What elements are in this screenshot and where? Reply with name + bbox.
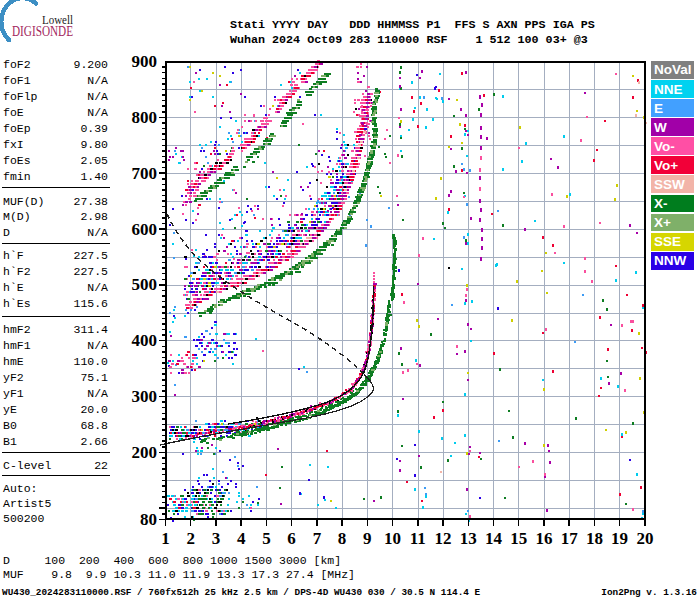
svg-text:2.98: 2.98 (80, 210, 108, 223)
svg-text:4: 4 (237, 529, 246, 548)
svg-text:Vo-: Vo- (654, 139, 675, 154)
svg-text:10: 10 (384, 529, 401, 548)
svg-text:1.40: 1.40 (80, 170, 108, 183)
svg-text:DIGISONDE: DIGISONDE (12, 24, 73, 39)
svg-text:75.1: 75.1 (80, 371, 108, 384)
svg-text:B1: B1 (3, 435, 17, 448)
svg-text:Wuhan 2024 Oct09 283 110000 RS: Wuhan 2024 Oct09 283 110000 RSF 1 512 10… (230, 33, 588, 47)
svg-text:700: 700 (132, 164, 158, 183)
svg-text:yF2: yF2 (3, 371, 24, 384)
svg-text:2.66: 2.66 (80, 435, 108, 448)
svg-text:fxI: fxI (3, 138, 24, 151)
svg-text:WU430_2024283110000.RSF / 760f: WU430_2024283110000.RSF / 760fx512h 25 k… (2, 587, 481, 598)
svg-text:400: 400 (132, 331, 158, 350)
svg-text:MUF 9.8 9.9 10.3 11.0 11.9: MUF 9.8 9.9 10.3 11.0 11.9 13.3 17.3 27.… (3, 568, 355, 581)
svg-text:Vo+: Vo+ (654, 158, 678, 173)
svg-text:hmE: hmE (3, 355, 24, 368)
svg-text:22: 22 (94, 459, 108, 472)
svg-text:600: 600 (132, 220, 158, 239)
svg-text:N/A: N/A (87, 226, 108, 239)
svg-text:h`F2: h`F2 (3, 265, 31, 278)
svg-text:h`E: h`E (3, 281, 24, 294)
svg-text:8: 8 (338, 529, 347, 548)
svg-text:7: 7 (313, 529, 322, 548)
svg-text:X+: X+ (654, 215, 671, 230)
svg-text:68.8: 68.8 (80, 419, 108, 432)
svg-text:N/A: N/A (87, 90, 108, 103)
svg-text:Artist5: Artist5 (3, 497, 51, 510)
svg-text:115.6: 115.6 (73, 297, 108, 310)
svg-text:800: 800 (132, 108, 158, 127)
svg-text:NNE: NNE (654, 82, 683, 97)
svg-text:1: 1 (161, 529, 170, 548)
svg-text:hmF2: hmF2 (3, 323, 31, 336)
svg-text:D: D (3, 226, 10, 239)
svg-text:6: 6 (287, 529, 296, 548)
svg-text:N/A: N/A (87, 106, 108, 119)
svg-text:9.200: 9.200 (73, 58, 108, 71)
svg-text:NNW: NNW (654, 253, 686, 268)
svg-text:20: 20 (636, 529, 653, 548)
svg-text:500200: 500200 (3, 512, 45, 525)
svg-text:14: 14 (485, 529, 503, 548)
svg-text:N/A: N/A (87, 281, 108, 294)
svg-text:18: 18 (586, 529, 603, 548)
svg-text:9: 9 (363, 529, 372, 548)
svg-text:B0: B0 (3, 419, 17, 432)
svg-text:N/A: N/A (87, 339, 108, 352)
svg-text:Stati YYYY DAY DDD HHMMSS P1: Stati YYYY DAY DDD HHMMSS P1 FFS S AXN P… (230, 18, 595, 32)
svg-text:200: 200 (132, 443, 158, 462)
svg-text:Auto:: Auto: (3, 482, 38, 495)
svg-text:0.39: 0.39 (80, 122, 108, 135)
svg-text:2: 2 (186, 529, 195, 548)
svg-text:foF2: foF2 (3, 58, 31, 71)
svg-text:yF1: yF1 (3, 387, 24, 400)
svg-text:227.5: 227.5 (73, 265, 108, 278)
svg-text:Ion2Png v. 1.3.16: Ion2Png v. 1.3.16 (601, 587, 697, 598)
svg-text:9.80: 9.80 (80, 138, 108, 151)
svg-text:foFlp: foFlp (3, 90, 38, 103)
svg-text:19: 19 (611, 529, 628, 548)
svg-text:500: 500 (132, 275, 158, 294)
svg-text:C-level: C-level (3, 459, 51, 472)
svg-text:12: 12 (435, 529, 452, 548)
svg-text:h`Es: h`Es (3, 297, 31, 310)
svg-text:MUF(D): MUF(D) (3, 195, 44, 208)
svg-text:M(D): M(D) (3, 210, 31, 223)
svg-text:N/A: N/A (87, 387, 108, 400)
svg-text:foEp: foEp (3, 122, 31, 135)
svg-text:5: 5 (262, 529, 271, 548)
svg-text:W: W (654, 120, 667, 135)
svg-text:27.38: 27.38 (73, 195, 108, 208)
svg-text:h`F: h`F (3, 249, 24, 262)
svg-text:900: 900 (132, 52, 158, 71)
svg-text:N/A: N/A (87, 74, 108, 87)
svg-text:17: 17 (561, 529, 579, 548)
svg-text:13: 13 (460, 529, 477, 548)
svg-text:15: 15 (510, 529, 527, 548)
svg-text:foF1: foF1 (3, 74, 31, 87)
svg-text:80: 80 (140, 510, 157, 529)
svg-text:300: 300 (132, 387, 158, 406)
svg-text:hmF1: hmF1 (3, 339, 31, 352)
svg-text:SSW: SSW (654, 177, 685, 192)
svg-text:311.4: 311.4 (73, 323, 108, 336)
svg-text:227.5: 227.5 (73, 249, 108, 262)
svg-text:D 100 200 400 600 800: D 100 200 400 600 800 1000 1500 3000 [km… (3, 554, 341, 567)
svg-text:2.05: 2.05 (80, 154, 108, 167)
svg-text:11: 11 (410, 529, 426, 548)
svg-text:16: 16 (536, 529, 553, 548)
svg-text:fmin: fmin (3, 170, 31, 183)
svg-text:X-: X- (654, 196, 668, 211)
svg-text:foEs: foEs (3, 154, 31, 167)
svg-text:E: E (654, 101, 663, 116)
svg-text:yE: yE (3, 403, 17, 416)
svg-text:20.0: 20.0 (80, 403, 108, 416)
svg-text:SSE: SSE (654, 234, 681, 249)
svg-text:110.0: 110.0 (73, 355, 108, 368)
svg-text:3: 3 (212, 529, 221, 548)
svg-text:foE: foE (3, 106, 24, 119)
svg-text:NoVal: NoVal (654, 62, 692, 77)
